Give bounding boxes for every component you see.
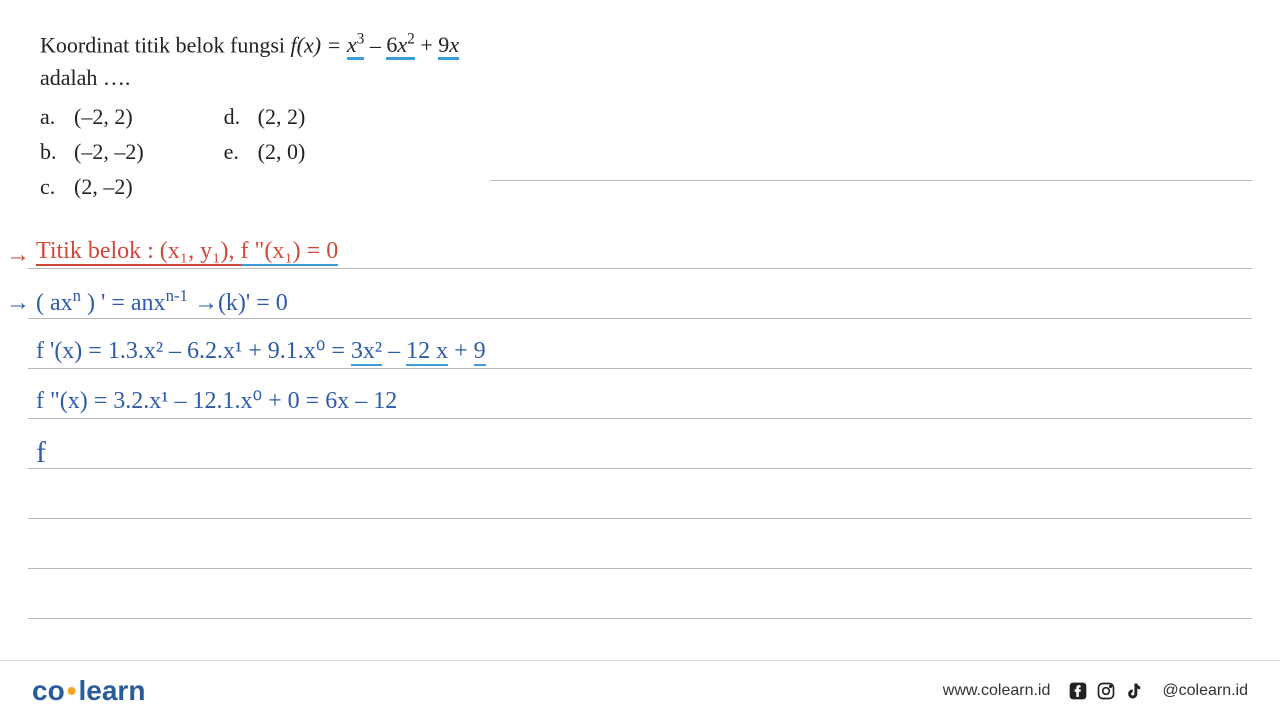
lined-paper: → Titik belok : (x₁, y₁), f "(x₁) = 0 → … bbox=[0, 220, 1280, 660]
arrow-icon: → bbox=[6, 242, 30, 269]
logo: co•learn bbox=[32, 675, 145, 707]
term2: 6x2 bbox=[386, 32, 414, 60]
option-d: d.(2, 2) bbox=[224, 100, 306, 133]
options-col2: d.(2, 2) e.(2, 0) bbox=[224, 100, 306, 203]
prompt-prefix: Koordinat titik belok fungsi bbox=[40, 32, 291, 57]
ruled-line bbox=[28, 468, 1252, 469]
divider bbox=[490, 180, 1252, 181]
hw-line2: ( axn ) ' = anxn-1 →(k)' = 0 bbox=[36, 286, 288, 317]
option-c: c.(2, –2) bbox=[40, 170, 144, 203]
ruled-line bbox=[28, 318, 1252, 319]
tiktok-icon bbox=[1124, 681, 1144, 701]
ruled-line bbox=[28, 518, 1252, 519]
logo-dot-icon: • bbox=[67, 675, 77, 706]
plus1: + bbox=[420, 32, 438, 57]
minus1: – bbox=[370, 32, 387, 57]
ruled-line bbox=[28, 368, 1252, 369]
social-icons bbox=[1068, 681, 1144, 701]
fx-equals: f(x) = bbox=[291, 32, 347, 57]
hw-line5: f bbox=[36, 436, 46, 470]
option-b: b.(–2, –2) bbox=[40, 135, 144, 168]
arrow-icon: → bbox=[6, 290, 30, 317]
options-col1: a.(–2, 2) b.(–2, –2) c.(2, –2) bbox=[40, 100, 144, 203]
option-e: e.(2, 0) bbox=[224, 135, 306, 168]
hw-line1: Titik belok : (x₁, y₁), f "(x₁) = 0 bbox=[36, 238, 338, 265]
question-block: Koordinat titik belok fungsi f(x) = x3 –… bbox=[0, 0, 1280, 213]
footer: co•learn www.colearn.id @colearn.id bbox=[0, 660, 1280, 720]
footer-handle: @colearn.id bbox=[1162, 682, 1248, 700]
footer-right: www.colearn.id @colearn.id bbox=[943, 681, 1248, 701]
option-a: a.(–2, 2) bbox=[40, 100, 144, 133]
ruled-line bbox=[28, 568, 1252, 569]
term3: 9x bbox=[438, 32, 459, 60]
logo-learn: learn bbox=[79, 675, 146, 706]
ruled-line bbox=[28, 618, 1252, 619]
ruled-line bbox=[28, 418, 1252, 419]
options: a.(–2, 2) b.(–2, –2) c.(2, –2) d.(2, 2) … bbox=[40, 100, 1240, 203]
term1: x3 bbox=[347, 32, 364, 60]
logo-co: co bbox=[32, 675, 65, 706]
footer-url: www.colearn.id bbox=[943, 682, 1051, 700]
question-line2: adalah …. bbox=[40, 61, 1240, 94]
ruled-line bbox=[28, 268, 1252, 269]
hw-line3: f '(x) = 1.3.x² – 6.2.x¹ + 9.1.x⁰ = 3x² … bbox=[36, 336, 486, 365]
instagram-icon bbox=[1096, 681, 1116, 701]
question-line1: Koordinat titik belok fungsi f(x) = x3 –… bbox=[40, 28, 1240, 61]
hw-line4: f "(x) = 3.2.x¹ – 12.1.x⁰ + 0 = 6x – 12 bbox=[36, 386, 397, 415]
facebook-icon bbox=[1068, 681, 1088, 701]
